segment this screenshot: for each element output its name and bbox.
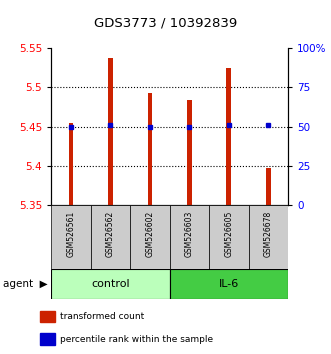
Text: GSM526605: GSM526605 — [224, 210, 233, 257]
Bar — [226, 68, 231, 205]
Bar — [266, 167, 271, 205]
Text: GDS3773 / 10392839: GDS3773 / 10392839 — [94, 17, 237, 29]
Text: GSM526561: GSM526561 — [67, 210, 75, 257]
FancyBboxPatch shape — [249, 205, 288, 269]
Bar — [40, 333, 55, 345]
FancyBboxPatch shape — [209, 205, 249, 269]
Bar — [40, 311, 55, 322]
FancyBboxPatch shape — [169, 269, 288, 299]
Text: GSM526562: GSM526562 — [106, 210, 115, 257]
FancyBboxPatch shape — [169, 205, 209, 269]
Text: GSM526678: GSM526678 — [264, 210, 273, 257]
Text: GSM526602: GSM526602 — [145, 210, 155, 257]
Bar — [187, 100, 192, 205]
Text: percentile rank within the sample: percentile rank within the sample — [60, 335, 213, 344]
Bar — [108, 58, 113, 205]
Text: transformed count: transformed count — [60, 312, 144, 321]
FancyBboxPatch shape — [91, 205, 130, 269]
FancyBboxPatch shape — [51, 205, 91, 269]
FancyBboxPatch shape — [130, 205, 169, 269]
Text: control: control — [91, 279, 130, 289]
Text: agent  ▶: agent ▶ — [3, 279, 48, 289]
FancyBboxPatch shape — [51, 269, 169, 299]
Bar — [148, 93, 152, 205]
Text: GSM526603: GSM526603 — [185, 210, 194, 257]
Text: IL-6: IL-6 — [219, 279, 239, 289]
Bar — [69, 122, 73, 205]
